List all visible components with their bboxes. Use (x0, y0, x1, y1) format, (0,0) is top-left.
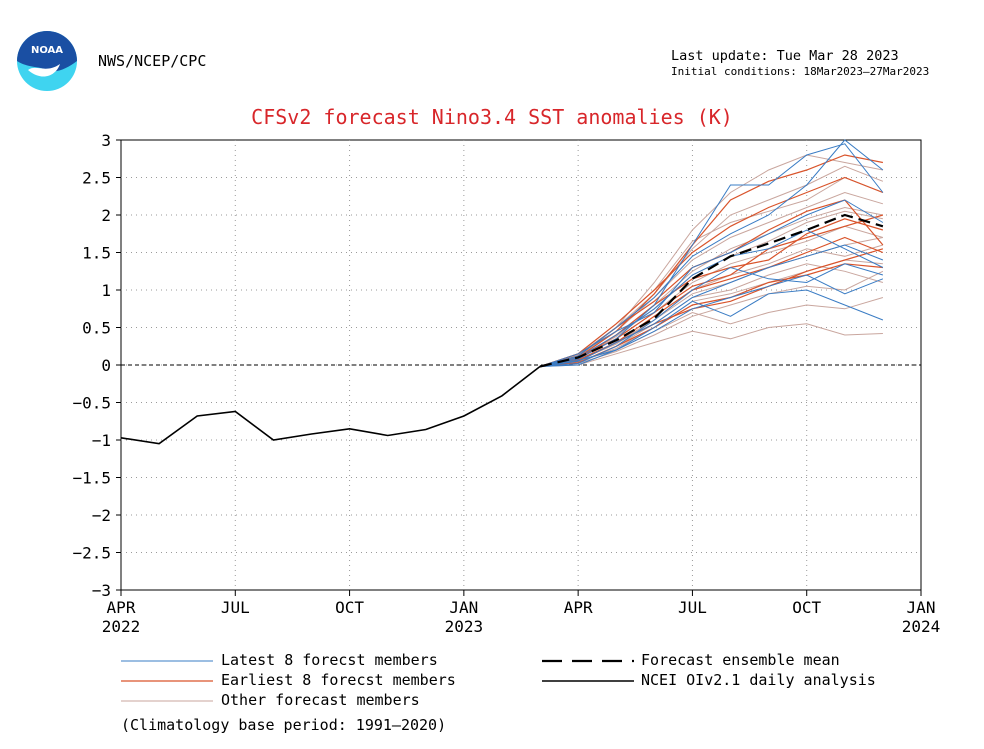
y-tick-label: −1 (92, 431, 111, 450)
latest-member-line (539, 199, 884, 367)
noaa-logo: NOAA (17, 31, 77, 91)
y-tick-label: 3 (101, 131, 111, 150)
svg-text:NOAA: NOAA (31, 45, 63, 56)
chart-title: CFSv2 forecast Nino3.4 SST anomalies (K) (251, 105, 733, 129)
y-tick-label: −3 (92, 581, 111, 600)
legend-label-analysis: NCEI OIv2.1 daily analysis (641, 671, 876, 689)
other-member-line (539, 323, 883, 367)
y-tick-label: 0.5 (82, 319, 111, 338)
x-tick-label: OCT (335, 598, 364, 617)
initial-conditions-label: Initial conditions: 18Mar2023–27Mar2023 (671, 65, 930, 78)
y-tick-label: 0 (101, 356, 111, 375)
other-member-line (539, 176, 884, 367)
y-tick-label: −1.5 (72, 469, 111, 488)
y-tick-label: 1.5 (82, 244, 111, 263)
climatology-footnote: (Climatology base period: 1991–2020) (121, 716, 447, 734)
y-tick-label: −2 (92, 506, 111, 525)
latest-member-line (539, 244, 884, 367)
legend-label-latest: Latest 8 forecst members (221, 651, 438, 669)
last-update-label: Last update: Tue Mar 28 2023 (671, 48, 899, 64)
x-tick-label: OCT (792, 598, 821, 617)
x-tick-label: APR (564, 598, 593, 617)
y-tick-label: 2 (101, 206, 111, 225)
x-tick-label: JUL (221, 598, 250, 617)
latest-member-line (539, 274, 884, 367)
latest-member-line (539, 229, 884, 367)
y-tick-label: 2.5 (82, 169, 111, 188)
x-tick-label: JAN (907, 598, 936, 617)
x-tick-year-label: 2024 (902, 617, 941, 636)
ensemble-mean-line (539, 213, 884, 368)
other-member-line (539, 191, 884, 367)
x-tick-label: JUL (678, 598, 707, 617)
earliest-member-line (539, 236, 884, 368)
earliest-member-line (539, 176, 884, 368)
y-tick-label: −2.5 (72, 544, 111, 563)
other-member-line (539, 165, 884, 367)
x-tick-label: JAN (449, 598, 478, 617)
legend-label-other: Other forecast members (221, 691, 420, 709)
legend-label-earliest: Earliest 8 forecst members (221, 671, 456, 689)
x-tick-year-label: 2022 (102, 617, 141, 636)
earliest-member-line (539, 218, 884, 368)
latest-member-line (539, 139, 884, 367)
legend-label-mean: Forecast ensemble mean (641, 651, 840, 669)
earliest-member-line (539, 199, 884, 368)
y-tick-label: −0.5 (72, 394, 111, 413)
x-tick-label: APR (107, 598, 136, 617)
analysis-line (120, 365, 541, 445)
x-tick-year-label: 2023 (445, 617, 484, 636)
y-tick-label: 1 (101, 281, 111, 300)
agency-label: NWS/NCEP/CPC (98, 52, 207, 70)
other-member-line (539, 297, 884, 367)
latest-member-line (539, 289, 884, 367)
